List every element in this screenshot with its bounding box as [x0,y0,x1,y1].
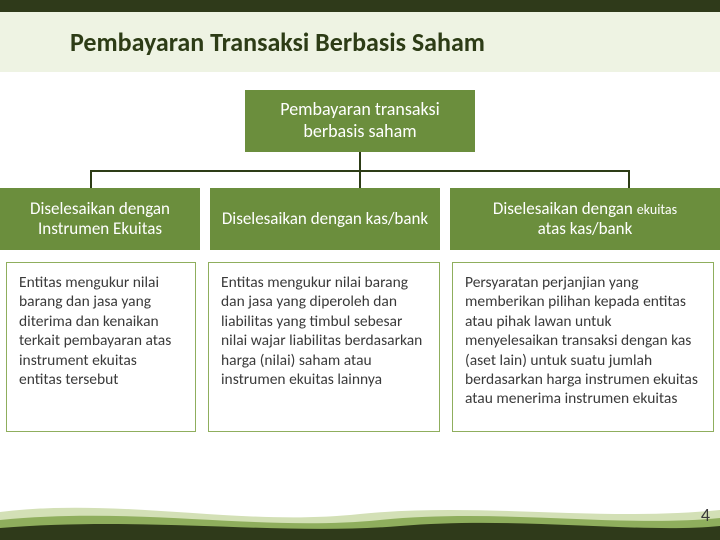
page-number: 4 [701,504,710,526]
description-box-2: Entitas mengukur nilai barang dan jasa y… [208,262,440,432]
connector-drop-1 [90,170,92,188]
slide: Pembayaran Transaksi Berbasis Saham Pemb… [0,0,720,540]
category-box-3: Diselesaikan dengan ekuitas atas kas/ban… [450,188,720,250]
root-node: Pembayaran transaksi berbasis saham [245,90,475,152]
category-label-2: Diselesaikan dengan kas/bank [222,209,428,229]
category-label-1: Diselesaikan dengan Instrumen Ekuitas [6,199,194,238]
top-accent-bar [0,0,720,12]
footer-wave [0,492,720,540]
category-3-line2: atas kas/bank [538,219,633,239]
connector-vertical-root [359,152,361,170]
connector-drop-3 [628,170,630,188]
category-3-line1: Diselesaikan dengan ekuitas [493,199,677,219]
category-3-line1a: Diselesaikan dengan [493,198,637,219]
description-box-3: Persyaratan perjanjian yang memberikan p… [452,262,714,432]
description-box-1: Entitas mengukur nilai barang dan jasa y… [6,262,196,432]
title-band: Pembayaran Transaksi Berbasis Saham [0,12,720,72]
category-box-1: Diselesaikan dengan Instrumen Ekuitas [0,188,200,250]
category-box-2: Diselesaikan dengan kas/bank [210,188,440,250]
page-title: Pembayaran Transaksi Berbasis Saham [70,26,485,58]
category-3-line1b: ekuitas [637,201,677,218]
connector-drop-2 [359,170,361,188]
